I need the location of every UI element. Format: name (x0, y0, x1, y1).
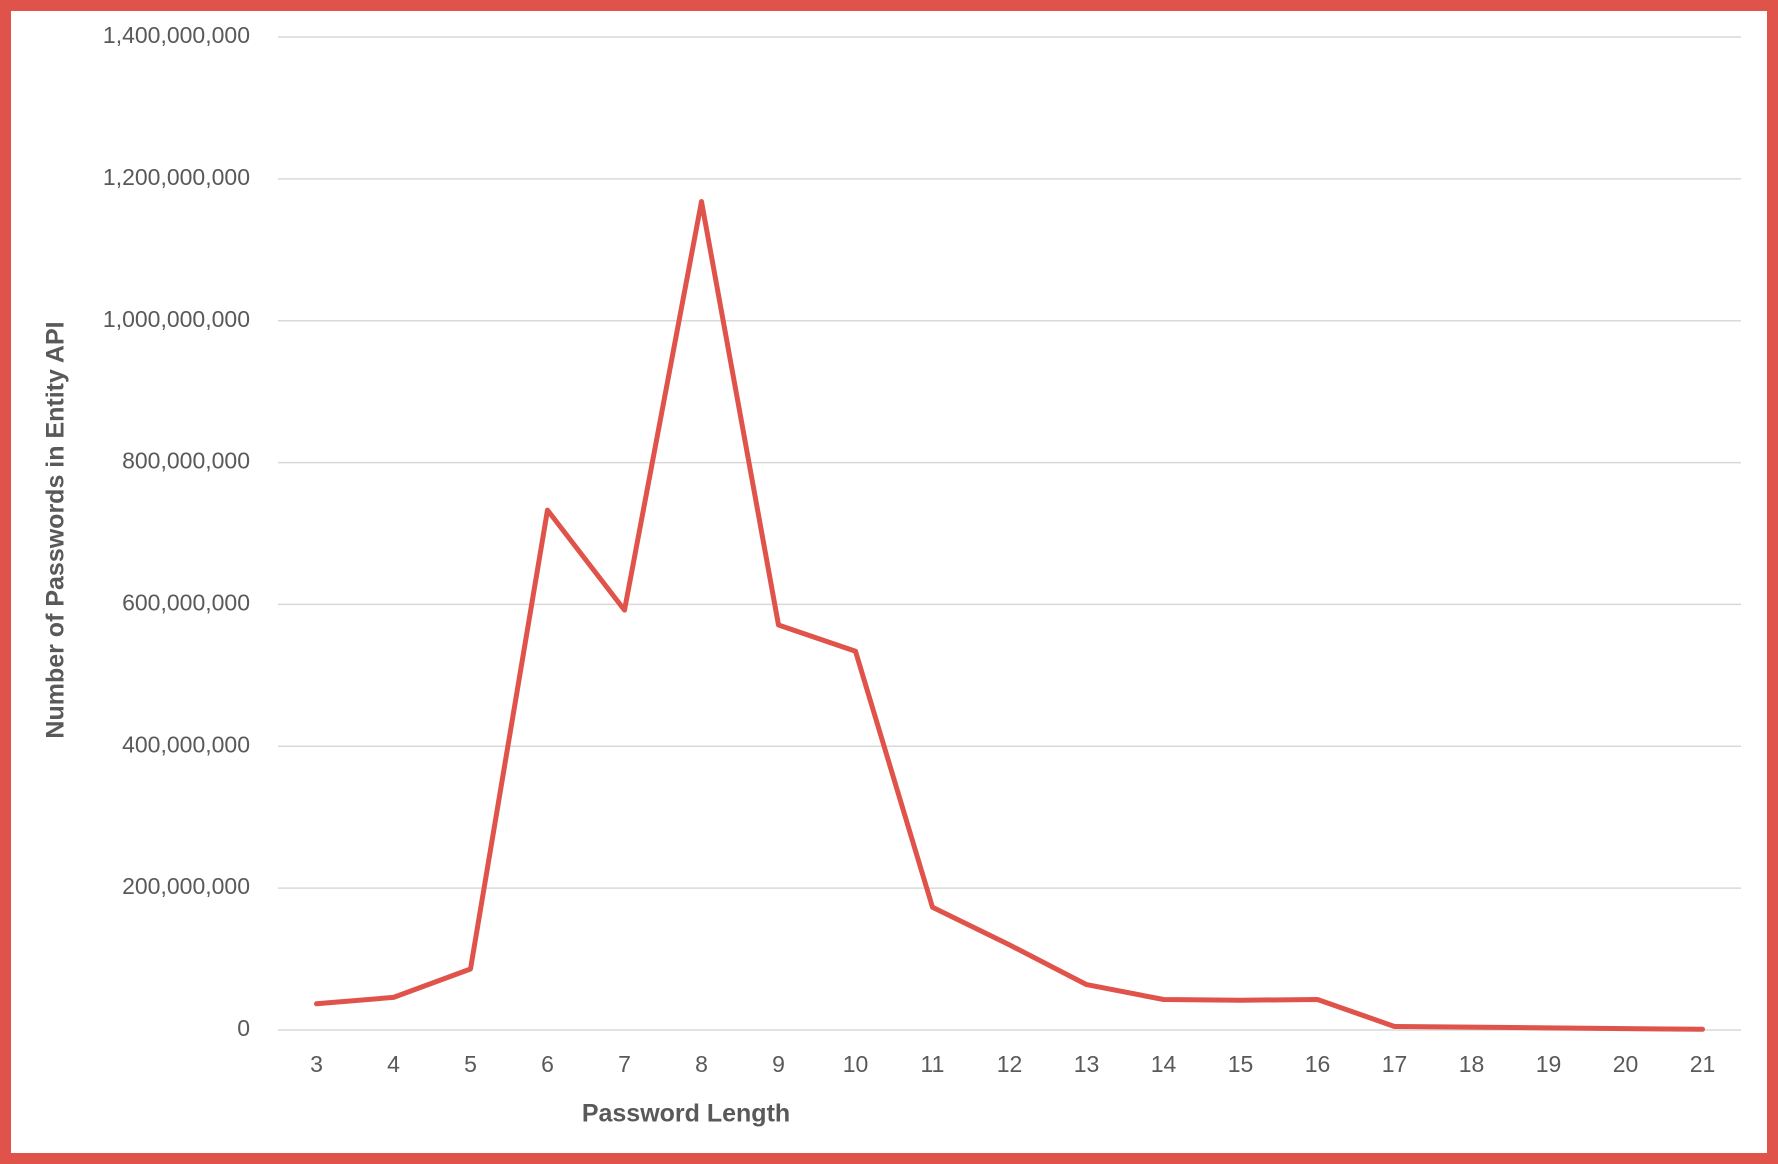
y-tick-label: 600,000,000 (122, 590, 250, 616)
x-tick-label: 4 (387, 1051, 400, 1077)
x-tick-label: 20 (1613, 1051, 1639, 1077)
x-tick-label: 18 (1459, 1051, 1485, 1077)
y-axis-title: Number of Passwords in Entity API (42, 321, 70, 738)
x-tick-label: 7 (618, 1051, 631, 1077)
x-tick-label: 19 (1536, 1051, 1562, 1077)
x-axis-title: Password Length (582, 1100, 790, 1128)
x-tick-label: 21 (1690, 1051, 1716, 1077)
x-tick-label: 9 (772, 1051, 785, 1077)
x-tick-label: 14 (1151, 1051, 1177, 1077)
x-tick-label: 15 (1228, 1051, 1254, 1077)
x-tick-label: 13 (1074, 1051, 1100, 1077)
x-tick-label: 17 (1382, 1051, 1408, 1077)
x-tick-label: 12 (997, 1051, 1023, 1077)
y-tick-label: 1,200,000,000 (103, 164, 250, 190)
x-tick-label: 11 (921, 1051, 945, 1077)
y-tick-label: 1,400,000,000 (103, 22, 250, 48)
y-tick-label: 200,000,000 (122, 873, 250, 899)
y-tick-label: 0 (237, 1015, 250, 1041)
x-tick-label: 5 (464, 1051, 477, 1077)
x-tick-label: 3 (310, 1051, 323, 1077)
x-tick-label: 10 (843, 1051, 869, 1077)
x-tick-label: 8 (695, 1051, 708, 1077)
x-tick-label: 6 (541, 1051, 554, 1077)
y-tick-label: 400,000,000 (122, 731, 250, 757)
y-tick-label: 1,000,000,000 (103, 306, 250, 332)
line (314, 199, 1705, 1032)
x-tick-label: 16 (1305, 1051, 1331, 1077)
y-tick-label: 800,000,000 (122, 448, 250, 474)
